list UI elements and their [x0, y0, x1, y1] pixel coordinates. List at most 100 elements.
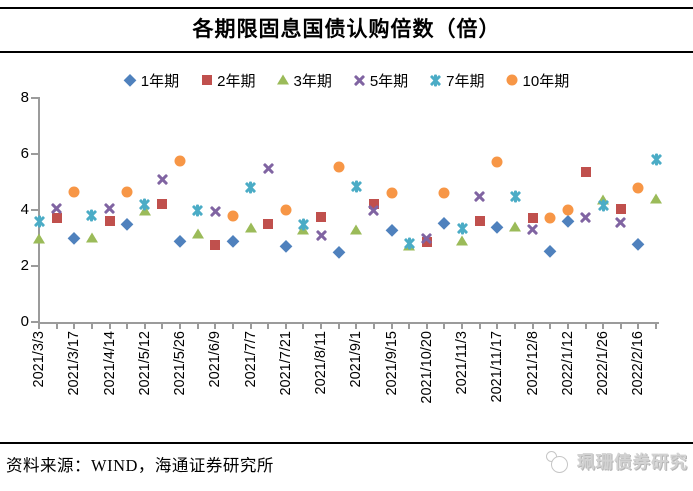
xstar-icon: [429, 74, 442, 87]
x-tick-label: 2021/10/20: [418, 331, 435, 404]
footer-rule: [0, 442, 693, 444]
x-tick: [302, 324, 305, 329]
point-1年期: [226, 234, 239, 247]
point-1年期: [544, 244, 557, 257]
chart-legend: 1年期 2年期 3年期 5年期 7年期 10年期: [0, 70, 693, 90]
point-5年期: [209, 205, 222, 218]
point-2年期: [157, 199, 168, 210]
chart-title: 各期限固息国债认购倍数（倍）: [192, 17, 501, 41]
point-7年期: [33, 215, 46, 228]
point-7年期-bar: [601, 199, 605, 212]
x-tick: [214, 324, 217, 329]
point-10年期: [491, 156, 503, 168]
point-2年期: [210, 240, 221, 250]
x-tick: [355, 324, 358, 329]
x-tick: [284, 324, 287, 329]
x-tick: [584, 324, 587, 329]
point-3年期: [85, 232, 98, 243]
point-5年期: [156, 173, 169, 186]
point-3年期: [350, 224, 363, 235]
point-7年期-bar: [196, 204, 200, 216]
point-2年期: [580, 167, 591, 178]
title-rule: [0, 51, 693, 53]
point-1年期: [491, 220, 504, 233]
x-tick: [90, 324, 93, 329]
y-tick-label: 8: [20, 89, 29, 106]
x-tick: [55, 324, 58, 329]
x-tick: [619, 324, 622, 329]
square-icon: [200, 74, 213, 87]
point-5年期: [420, 232, 433, 245]
point-5年期: [103, 202, 116, 215]
point-2年期: [51, 213, 62, 224]
x-tick: [249, 324, 252, 329]
x-tick: [108, 324, 111, 329]
point-5年期: [614, 216, 627, 229]
logo-circle-large: [551, 455, 568, 473]
point-1年期: [632, 237, 645, 250]
x-tick: [461, 324, 464, 329]
x-tick: [38, 324, 40, 329]
x-tick-label: 2021/8/11: [313, 331, 330, 395]
point-5年期: [315, 229, 328, 242]
point-7年期: [244, 181, 257, 194]
point-1年期: [279, 240, 292, 253]
point-3年期: [244, 222, 257, 233]
x-tick: [602, 324, 605, 329]
point-10年期: [632, 182, 644, 194]
x-tick: [514, 324, 516, 329]
point-10年期: [438, 187, 450, 199]
diamond-icon: [124, 73, 137, 87]
y-tick-label: 0: [20, 313, 29, 330]
y-tick: [31, 97, 38, 99]
point-2年期: [263, 219, 274, 229]
x-tick-label: 2021/3/3: [31, 331, 47, 388]
point-3年期: [33, 233, 45, 244]
point-2年期: [316, 212, 327, 222]
point-7年期-bar: [513, 190, 517, 202]
x-tick-label: 2021/7/7: [242, 331, 259, 388]
x-tick: [390, 324, 393, 329]
legend-item-2年期: 2年期: [200, 70, 255, 91]
y-tick: [31, 209, 38, 211]
point-3年期: [597, 194, 610, 205]
x-tick: [179, 324, 182, 329]
point-7年期: [297, 218, 310, 231]
point-7年期: [403, 237, 416, 250]
legend-item-10年期: 10年期: [506, 70, 569, 91]
x-tick: [637, 324, 640, 329]
legend-item-7年期: 7年期: [429, 70, 485, 91]
circle-icon: [506, 74, 519, 87]
square-icon: [201, 75, 212, 85]
point-7年期: [597, 199, 610, 212]
point-3年期: [456, 235, 469, 246]
point-5年期: [50, 202, 63, 215]
x-tick: [531, 324, 534, 329]
legend-label: 7年期: [446, 72, 485, 90]
y-tick-label: 2: [20, 257, 29, 274]
x-tick: [408, 324, 411, 329]
point-10年期: [562, 204, 574, 216]
point-7年期: [85, 209, 98, 222]
point-10年期: [386, 187, 398, 199]
x-tick-label: 2021/11/17: [489, 331, 506, 403]
x-tick: [143, 324, 146, 329]
x-tick-label: 2021/5/26: [172, 331, 189, 396]
point-2年期: [421, 237, 432, 248]
x-tick-label: 2021/5/12: [136, 331, 153, 396]
point-2年期: [368, 199, 379, 210]
x-tick: [496, 324, 499, 329]
x-icon: [353, 74, 366, 87]
point-1年期: [561, 215, 574, 228]
x-tick: [320, 324, 323, 329]
point-10年期: [280, 204, 292, 216]
point-7年期-bar: [143, 198, 147, 211]
point-7年期-bar: [407, 237, 411, 250]
y-tick-label: 6: [20, 145, 29, 162]
y-tick: [31, 265, 38, 267]
point-3年期: [509, 221, 521, 232]
point-1年期: [332, 245, 345, 259]
x-tick: [443, 324, 446, 329]
point-7年期: [350, 180, 363, 193]
